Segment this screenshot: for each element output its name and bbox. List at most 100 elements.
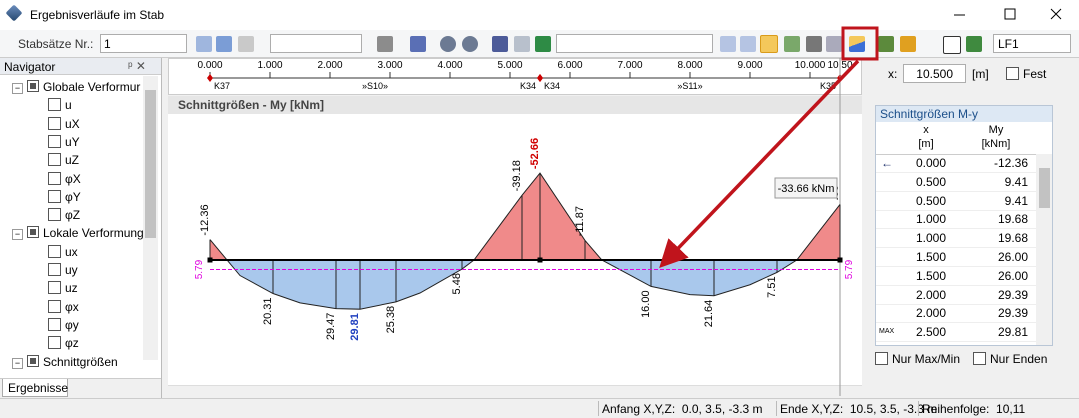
tool-button[interactable] (878, 36, 894, 52)
tree-item[interactable]: φx (48, 299, 79, 314)
next-button[interactable] (740, 36, 756, 52)
filter-option[interactable]: Nur Enden (973, 352, 1047, 366)
app-icon (5, 4, 23, 22)
tree-item-label: uY (65, 134, 80, 149)
status-divider (776, 401, 777, 416)
prev-button[interactable] (196, 36, 212, 52)
tab-label: Ergebnisse (8, 381, 69, 395)
zoom-button[interactable] (440, 36, 456, 52)
tree-item-label: φx (65, 299, 79, 314)
tool-button[interactable] (784, 36, 800, 52)
tree-item[interactable]: φY (48, 189, 81, 204)
table-cell: 1.000 (915, 231, 946, 246)
next-button[interactable] (216, 36, 232, 52)
print-button[interactable] (377, 36, 393, 52)
table-cell: 0.000 (915, 156, 946, 170)
table-cell: 9.41 (1004, 174, 1028, 189)
tree-item-label: ux (65, 244, 78, 259)
close[interactable] (1050, 8, 1062, 20)
prev-button[interactable] (720, 36, 736, 52)
tree-group[interactable]: − Lokale Verformung (12, 226, 143, 241)
row-line (876, 172, 1036, 173)
table-cell: 26.00 (997, 250, 1028, 264)
set-label: Stabsätze Nr.: (18, 37, 94, 51)
tree-group[interactable]: − Globale Verformur (12, 80, 140, 94)
table-cell: -12.36 (993, 156, 1028, 170)
values-button[interactable] (966, 36, 982, 52)
table-cell: 19.68 (997, 212, 1028, 227)
eye-button[interactable] (760, 35, 778, 53)
tree-item[interactable]: φZ (48, 208, 80, 222)
row-line (876, 284, 1036, 286)
tree-item[interactable]: uZ (48, 153, 79, 167)
tool-button[interactable] (492, 36, 508, 52)
scrollbar[interactable] (143, 76, 158, 360)
pin-icon[interactable]: ᵖ ✕ (128, 59, 146, 73)
status-divider (598, 401, 599, 416)
select-2[interactable] (270, 34, 362, 53)
table-cell: 2.000 (915, 306, 946, 321)
status-text: Reihenfolge: 10,11 (922, 402, 1026, 416)
title-bar: Ergebnisverläufe im Stab (0, 0, 1079, 30)
tool-button[interactable] (410, 36, 426, 52)
tree-item[interactable]: uX (48, 116, 80, 131)
tab[interactable]: Ergebnisse (2, 379, 68, 397)
set-select[interactable]: 1 (100, 34, 187, 53)
tree-item[interactable]: uY (48, 134, 80, 149)
window-controls[interactable] (940, 0, 1079, 30)
scroll-thumb[interactable] (145, 90, 156, 238)
table-cell: 0.500 (915, 174, 946, 189)
set-value: 1 (104, 37, 111, 51)
tool-button[interactable] (806, 36, 822, 52)
position-label: x: (888, 67, 898, 81)
scroll-thumb[interactable] (1039, 168, 1050, 208)
h-scrollbar[interactable] (168, 385, 862, 397)
tree-item-label: φZ (65, 208, 81, 223)
position-input[interactable]: 10.500 (903, 64, 966, 83)
row-line (876, 209, 1036, 211)
row-arrow: ← (881, 156, 893, 170)
tree-item-label: φX (65, 171, 81, 186)
pick-button[interactable] (238, 36, 254, 52)
save-button[interactable] (514, 36, 530, 52)
table-cell: 1.500 (915, 268, 946, 283)
tree-item[interactable]: u (48, 98, 72, 112)
tool-button[interactable] (826, 36, 842, 52)
tree-item[interactable]: uz (48, 281, 78, 295)
tree-item-label: φY (65, 189, 81, 204)
table-cell: 19.68 (997, 231, 1028, 246)
diagram-header: Schnittgrößen - My [kNm] (168, 96, 862, 114)
tree-item-label: u (65, 98, 72, 113)
tree-item-label: uZ (65, 153, 80, 168)
row-line (876, 247, 1036, 249)
diagram-button[interactable] (849, 36, 865, 52)
filter-option[interactable]: Nur Max/Min (875, 352, 960, 366)
tool-button[interactable] (900, 36, 916, 52)
navigator-header: Navigator ᵖ ✕ (0, 58, 161, 75)
tree-item[interactable]: φy (48, 317, 79, 332)
table-button[interactable] (943, 36, 961, 54)
tree-item-label: uz (65, 281, 78, 296)
fixed-label: Fest (1023, 67, 1047, 81)
tree-item[interactable]: uy (48, 263, 78, 277)
status-text: Ende X,Y,Z: 10.5, 3.5, -3.3 m (780, 402, 938, 416)
header-line (876, 154, 1036, 155)
row-line (876, 303, 1036, 305)
table-cell: 0.500 (915, 193, 946, 208)
tree-group[interactable]: − Schnittgrößen (12, 354, 118, 369)
fixed-option[interactable]: Fest (1006, 67, 1046, 81)
row-line (876, 341, 1036, 343)
excel-button[interactable] (535, 36, 551, 52)
tree-item[interactable]: φz (48, 336, 79, 350)
maximize[interactable] (1004, 8, 1016, 20)
filters: Nur Max/Min Nur Enden (875, 350, 1075, 370)
position-value: 10.500 (916, 67, 953, 81)
zoom-button[interactable] (462, 36, 478, 52)
select-3[interactable] (556, 34, 713, 53)
status-text: Anfang X,Y,Z: 0.0, 3.5, -3.3 m (602, 402, 763, 416)
load-case[interactable]: LF1 (993, 34, 1071, 53)
table-cell: 26.00 (997, 268, 1028, 283)
tree-item[interactable]: φX (48, 171, 81, 186)
tree-item[interactable]: ux (48, 244, 78, 259)
table-cell: 29.39 (997, 306, 1028, 321)
